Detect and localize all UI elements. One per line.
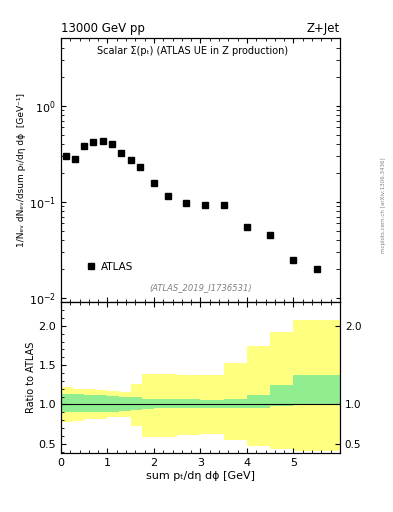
Bar — [270, 385, 294, 406]
Y-axis label: Ratio to ATLAS: Ratio to ATLAS — [26, 342, 35, 413]
Bar — [154, 399, 177, 409]
Line: ATLAS: ATLAS — [63, 138, 320, 272]
ATLAS — [63, 153, 68, 159]
Bar — [73, 394, 84, 412]
ATLAS — [138, 164, 142, 170]
Text: mcplots.cern.ch [arXiv:1306.3436]: mcplots.cern.ch [arXiv:1306.3436] — [381, 157, 386, 252]
Bar — [142, 398, 154, 409]
Text: 13000 GeV pp: 13000 GeV pp — [61, 22, 145, 35]
Bar — [270, 332, 294, 449]
X-axis label: sum pₜ/dη dϕ [GeV]: sum pₜ/dη dϕ [GeV] — [146, 471, 255, 481]
ATLAS — [110, 141, 114, 147]
Bar — [177, 375, 200, 435]
ATLAS — [119, 150, 124, 156]
ATLAS — [291, 257, 296, 263]
Y-axis label: 1/Nₑᵥ dNₑᵥ/dsum pₜ/dη dϕ  [GeV⁻¹]: 1/Nₑᵥ dNₑᵥ/dsum pₜ/dη dϕ [GeV⁻¹] — [17, 93, 26, 247]
Bar — [130, 383, 142, 426]
Bar — [224, 363, 247, 440]
Bar — [96, 390, 107, 419]
ATLAS — [128, 157, 133, 163]
Bar — [177, 399, 200, 409]
Bar — [119, 392, 130, 417]
Legend: ATLAS: ATLAS — [83, 258, 137, 276]
Bar — [247, 346, 270, 446]
Bar — [61, 394, 73, 412]
ATLAS — [203, 202, 208, 208]
ATLAS — [221, 202, 226, 208]
ATLAS — [101, 138, 105, 144]
ATLAS — [314, 266, 319, 272]
Bar — [96, 395, 107, 412]
Bar — [119, 397, 130, 412]
ATLAS — [268, 232, 273, 238]
ATLAS — [82, 143, 86, 149]
Bar — [154, 374, 177, 437]
Bar — [224, 398, 247, 409]
Bar — [294, 375, 340, 404]
Bar — [200, 375, 224, 434]
ATLAS — [73, 156, 77, 162]
Bar — [107, 396, 119, 412]
Bar — [107, 391, 119, 417]
ATLAS — [244, 224, 249, 230]
ATLAS — [91, 139, 96, 145]
Bar — [73, 389, 84, 420]
Bar — [130, 397, 142, 410]
ATLAS — [165, 193, 170, 199]
ATLAS — [184, 200, 189, 206]
Bar — [142, 374, 154, 437]
Bar — [84, 390, 96, 419]
Bar — [294, 320, 340, 451]
Bar — [247, 395, 270, 408]
ATLAS — [152, 180, 156, 186]
Bar — [61, 387, 73, 422]
Text: Z+Jet: Z+Jet — [307, 22, 340, 35]
Text: Scalar Σ(pₜ) (ATLAS UE in Z production): Scalar Σ(pₜ) (ATLAS UE in Z production) — [97, 46, 288, 56]
Text: (ATLAS_2019_I1736531): (ATLAS_2019_I1736531) — [149, 283, 252, 292]
Bar — [84, 395, 96, 412]
Bar — [200, 400, 224, 409]
